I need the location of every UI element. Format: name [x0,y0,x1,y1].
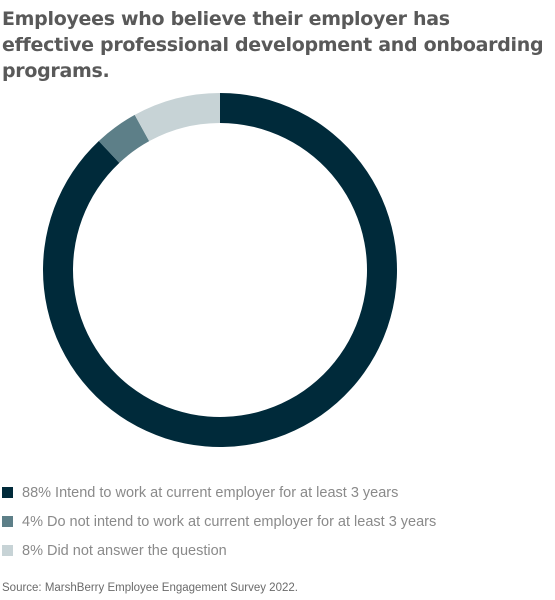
legend-swatch-do-not-intend [2,516,13,527]
donut-slice-intend [42,93,398,447]
donut-slice-no-answer [134,93,220,142]
donut-chart [42,93,398,447]
legend-swatch-intend [2,487,13,498]
chart-legend: 88% Intend to work at current employer f… [2,478,547,565]
chart-title: Employees who believe their employer has… [2,8,544,82]
legend-item-do-not-intend: 4% Do not intend to work at current empl… [2,507,547,536]
legend-label-intend: 88% Intend to work at current employer f… [22,484,399,501]
legend-label-do-not-intend: 4% Do not intend to work at current empl… [22,513,437,530]
legend-label-no-answer: 8% Did not answer the question [22,542,227,559]
legend-swatch-no-answer [2,545,13,556]
legend-item-intend: 88% Intend to work at current employer f… [2,478,547,507]
source-note: Source: MarshBerry Employee Engagement S… [2,582,298,594]
donut-slice-do-not-intend [98,114,150,163]
legend-item-no-answer: 8% Did not answer the question [2,536,547,565]
